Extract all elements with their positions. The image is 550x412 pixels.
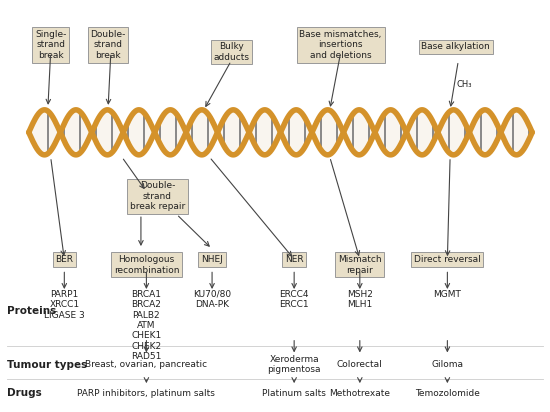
Text: Homologous
recombination: Homologous recombination <box>114 255 179 274</box>
Text: MGMT: MGMT <box>433 290 461 299</box>
Text: Base alkylation: Base alkylation <box>421 42 490 52</box>
Text: Base mismatches,
insertions
and deletions: Base mismatches, insertions and deletion… <box>300 30 382 60</box>
Text: Double-
strand
break repair: Double- strand break repair <box>130 181 185 211</box>
Text: ERCC4
ERCC1: ERCC4 ERCC1 <box>279 290 309 309</box>
Text: Tumour types: Tumour types <box>7 360 87 370</box>
Text: MSH2
MLH1: MSH2 MLH1 <box>347 290 373 309</box>
Text: Direct reversal: Direct reversal <box>414 255 481 264</box>
Text: NER: NER <box>285 255 304 264</box>
Text: Temozolomide: Temozolomide <box>415 389 480 398</box>
Text: Giloma: Giloma <box>431 360 463 369</box>
Text: Drugs: Drugs <box>7 389 42 398</box>
Text: NHEJ: NHEJ <box>201 255 223 264</box>
Text: PARP inhibitors, platinum salts: PARP inhibitors, platinum salts <box>78 389 216 398</box>
Text: BRCA1
BRCA2
PALB2
ATM
CHEK1
CHEK2
RAD51: BRCA1 BRCA2 PALB2 ATM CHEK1 CHEK2 RAD51 <box>131 290 162 361</box>
Text: Mismatch
repair: Mismatch repair <box>338 255 382 274</box>
Text: Breast, ovarian, pancreatic: Breast, ovarian, pancreatic <box>85 360 207 369</box>
Text: KU70/80
DNA-PK: KU70/80 DNA-PK <box>193 290 231 309</box>
Text: BER: BER <box>56 255 73 264</box>
Text: PARP1
XRCC1
LIGASE 3: PARP1 XRCC1 LIGASE 3 <box>44 290 85 320</box>
Text: Single-
strand
break: Single- strand break <box>35 30 67 60</box>
Text: Xeroderma
pigmentosa: Xeroderma pigmentosa <box>267 355 321 375</box>
Text: Platinum salts: Platinum salts <box>262 389 326 398</box>
Text: Double-
strand
break: Double- strand break <box>90 30 126 60</box>
Text: Bulky
adducts: Bulky adducts <box>213 42 249 62</box>
Text: Proteins: Proteins <box>7 306 56 316</box>
Text: CH₃: CH₃ <box>456 80 471 89</box>
Text: Colorectal: Colorectal <box>337 360 383 369</box>
Text: Methotrexate: Methotrexate <box>329 389 390 398</box>
